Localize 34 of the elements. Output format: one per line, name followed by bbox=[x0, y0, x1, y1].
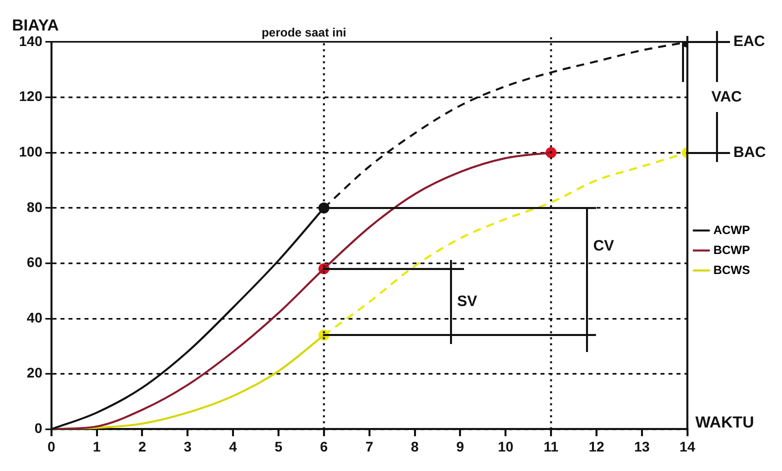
y-tick-label: 80 bbox=[26, 198, 43, 215]
text: BAC bbox=[733, 144, 766, 161]
y-tick-label: 60 bbox=[26, 254, 43, 270]
x-tick-label: 8 bbox=[410, 438, 419, 454]
x-tick-label: 2 bbox=[138, 438, 146, 454]
text: VAC bbox=[711, 88, 742, 106]
x-tick-label: 14 bbox=[680, 438, 696, 454]
ref-line-label: perode saat ini bbox=[262, 25, 346, 40]
y-axis-title: BIAYA bbox=[12, 17, 60, 34]
x-tick-label: 1 bbox=[92, 438, 101, 454]
x-tick-label: 10 bbox=[498, 438, 514, 454]
legend-label: BCWS bbox=[713, 262, 750, 277]
x-tick-label: 0 bbox=[47, 438, 56, 454]
legend-label: BCWP bbox=[713, 242, 750, 257]
x-tick-label: 6 bbox=[320, 438, 328, 454]
y-tick-label: 120 bbox=[19, 88, 43, 104]
x-tick-label: 4 bbox=[229, 438, 238, 454]
y-tick-label: 0 bbox=[34, 420, 43, 436]
x-tick-label: 9 bbox=[456, 438, 464, 454]
x-tick-label: 11 bbox=[544, 438, 559, 454]
x-tick-label: 7 bbox=[365, 438, 374, 454]
y-tick-label: 140 bbox=[19, 32, 43, 49]
x-tick-label: 5 bbox=[274, 438, 283, 454]
x-tick-label: 3 bbox=[184, 438, 192, 454]
x-tick-label: 12 bbox=[588, 438, 604, 454]
text: EAC bbox=[733, 33, 766, 50]
y-tick-label: 40 bbox=[26, 309, 43, 326]
y-tick-label: 100 bbox=[19, 143, 43, 160]
x-axis-title: WAKTU bbox=[695, 414, 754, 432]
legend-label: ACWP bbox=[713, 222, 750, 237]
y-tick-label: 20 bbox=[26, 364, 43, 381]
x-tick-label: 13 bbox=[634, 438, 650, 454]
annotation: SV bbox=[457, 293, 478, 310]
annotation: CV bbox=[593, 237, 614, 254]
